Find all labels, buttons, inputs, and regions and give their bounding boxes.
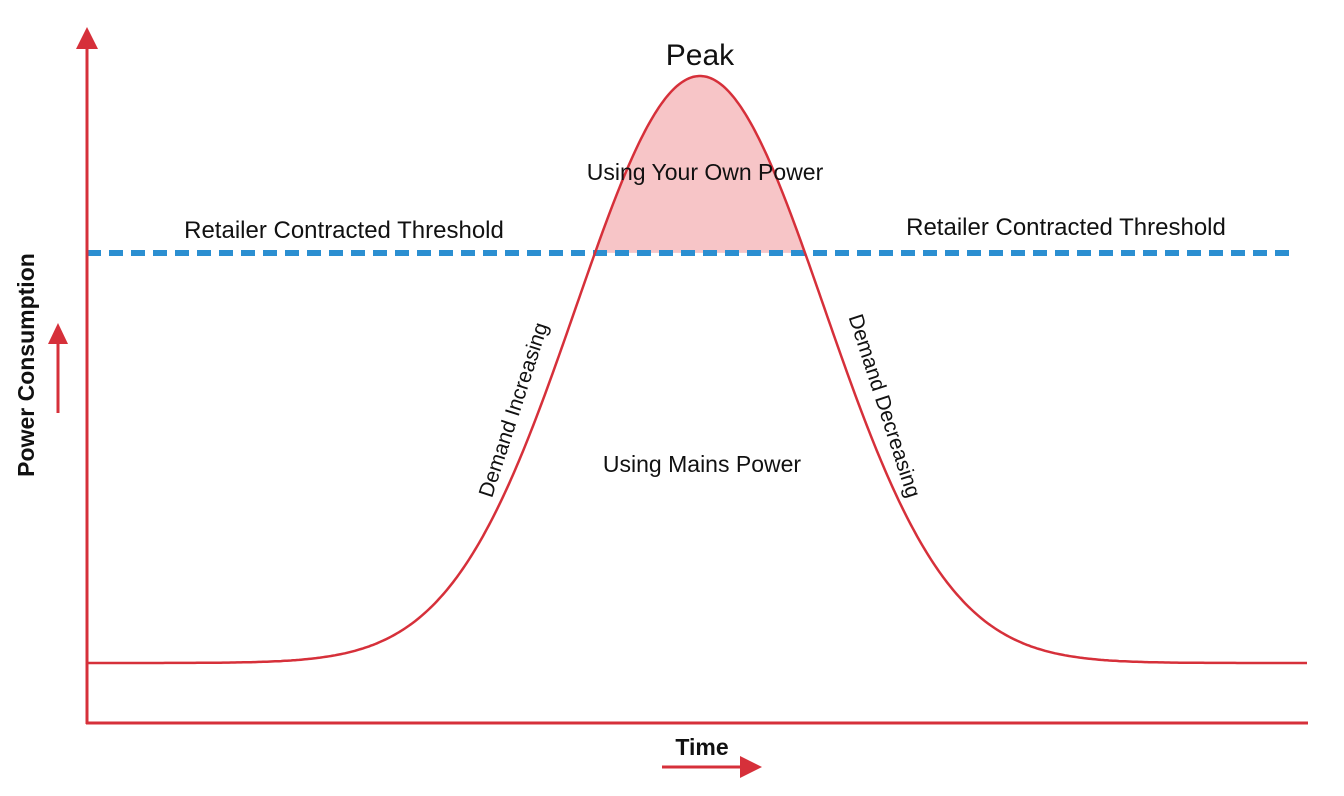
x-axis-label: Time — [675, 734, 728, 760]
y-label-arrow-head — [48, 323, 68, 344]
threshold-label: Retailer Contracted Threshold — [184, 217, 504, 244]
threshold-label: Retailer Contracted Threshold — [906, 214, 1226, 241]
demand-curve — [87, 74, 1307, 665]
region-label: Using Your Own Power — [587, 159, 824, 185]
y-axis-arrow — [76, 27, 98, 49]
region-label: Using Mains Power — [603, 451, 801, 477]
own-power-area — [595, 76, 805, 253]
x-label-arrow-head — [740, 756, 762, 778]
y-axis-label: Power Consumption — [13, 253, 39, 477]
peak-label: Peak — [666, 39, 735, 72]
